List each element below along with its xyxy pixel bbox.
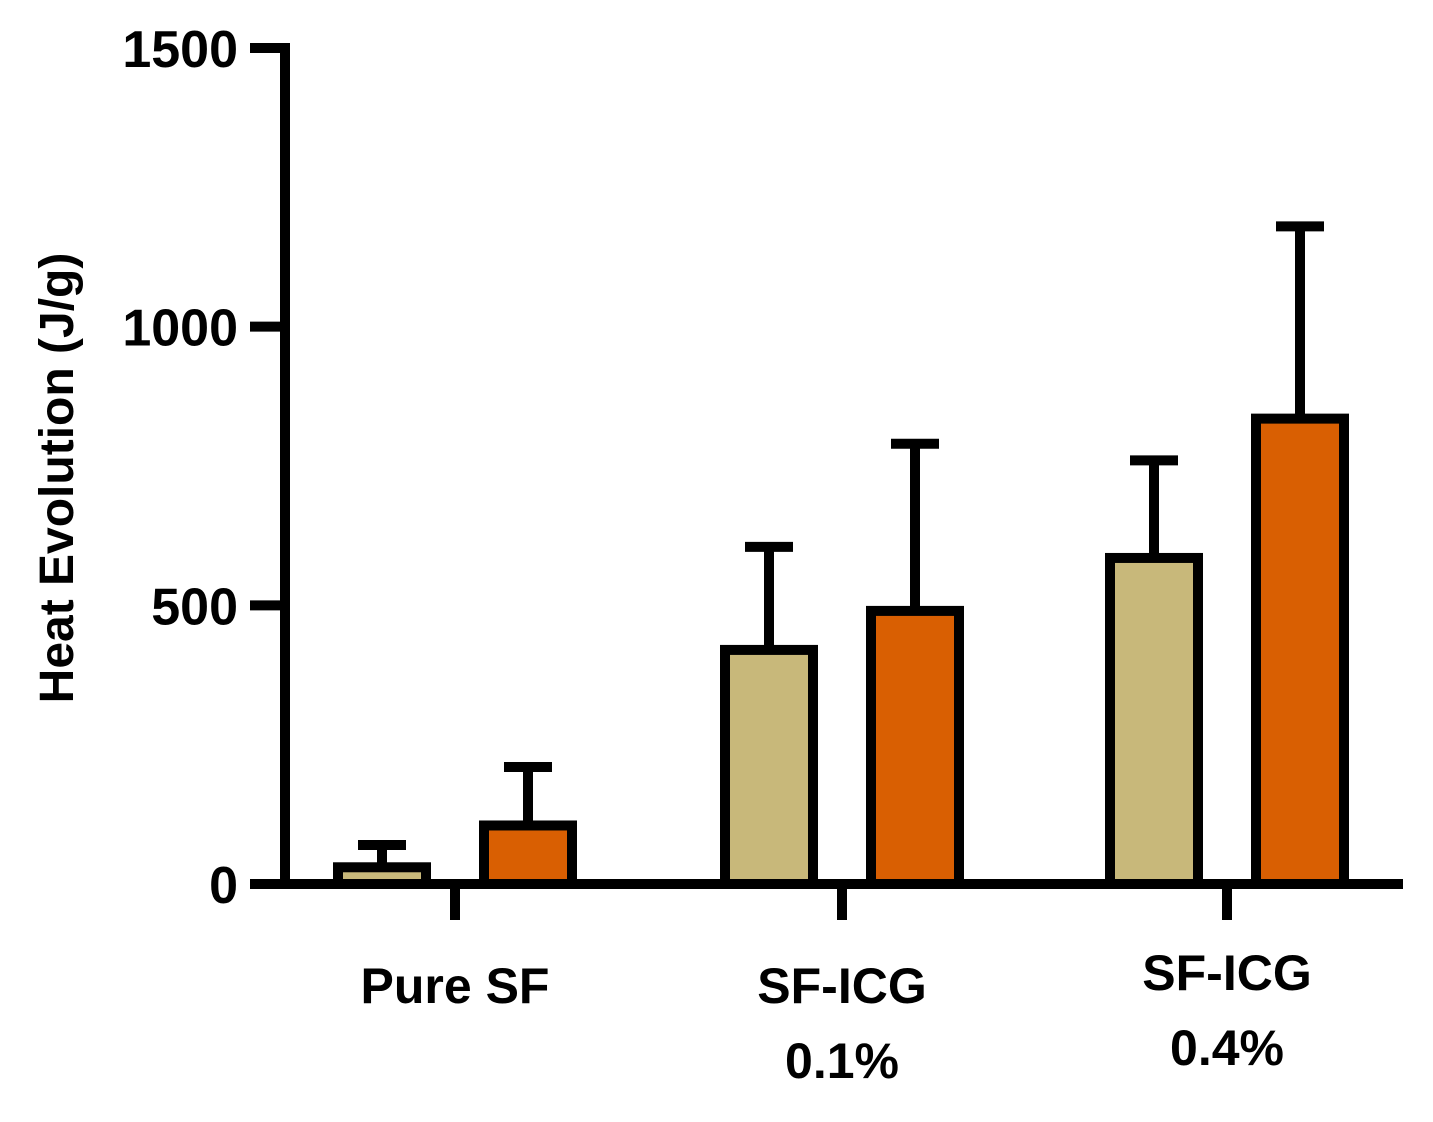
bar-series-2-2	[1251, 413, 1349, 889]
bar-series-2-0	[479, 820, 577, 889]
y-tick-label-3: 1500	[122, 21, 238, 79]
bar-series-2-1	[866, 605, 964, 889]
chart-marks: 0 500 1000 1500 Pure SF SF-ICG 0.1% SF-ICG 0.4%	[122, 21, 1403, 1089]
y-tick-label-0: 0	[209, 857, 238, 915]
y-axis-title: Heat Evolution (J/g)	[31, 253, 84, 704]
bar-series-1-2	[1105, 552, 1203, 890]
y-tick-label-2: 1000	[122, 300, 238, 358]
x-tick-label-1-0: SF-ICG	[757, 958, 926, 1014]
x-tick-label-1-1: 0.1%	[785, 1033, 899, 1089]
x-tick-label-0-0: Pure SF	[361, 958, 550, 1014]
bar-series-1-1	[720, 644, 818, 889]
x-tick-label-2-1: 0.4%	[1170, 1020, 1284, 1076]
x-tick-label-2-0: SF-ICG	[1142, 945, 1311, 1001]
y-tick-label-1: 500	[151, 578, 238, 636]
